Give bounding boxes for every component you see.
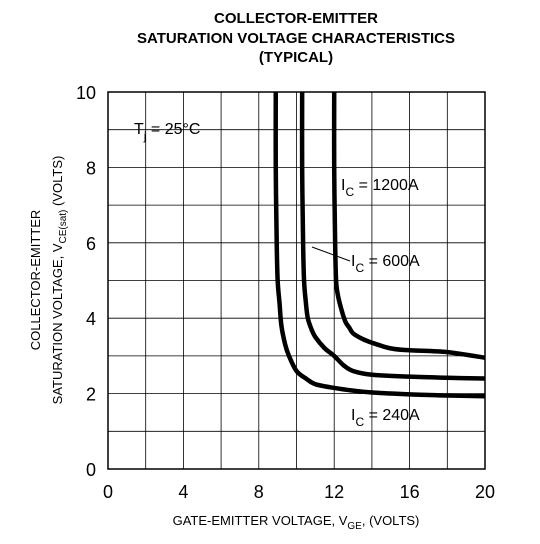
chart-title-line-1: COLLECTOR-EMITTER xyxy=(214,10,378,27)
y-axis-label-line-2: SATURATION VOLTAGE, VCE(sat) (VOLTS) xyxy=(50,156,69,405)
series-label-240a: IC = 240A xyxy=(351,407,420,429)
x-tick-label: 4 xyxy=(178,482,188,502)
series-line-600a xyxy=(299,91,486,381)
y-axis-label-line-1: COLLECTOR-EMITTER xyxy=(28,210,43,351)
series-label-240a-main: I xyxy=(351,407,355,424)
x-axis-label-suffix: , (VOLTS) xyxy=(362,513,420,528)
tj-rest: = 25°C xyxy=(146,121,200,138)
series-label-600a-main: I xyxy=(351,253,355,270)
y-tick-label: 0 xyxy=(86,460,96,480)
x-tick-label: 20 xyxy=(475,482,495,502)
x-axis-label-sub: GE xyxy=(347,521,362,532)
x-tick-label: 12 xyxy=(324,482,344,502)
y-axis-label-line-2-sub: CE(sat) xyxy=(58,210,69,244)
x-tick-label: 0 xyxy=(103,482,113,502)
series-lines xyxy=(273,91,486,399)
y-tick-label: 10 xyxy=(76,83,96,103)
y-axis-label-line-2-main: SATURATION VOLTAGE, V xyxy=(50,243,65,404)
x-axis-label-main: GATE-EMITTER VOLTAGE, V xyxy=(173,513,348,528)
series-label-240a-sub: C xyxy=(355,415,364,429)
tj-annotation: Tj = 25°C xyxy=(134,121,200,143)
series-label-240a-rest: = 240A xyxy=(364,407,420,424)
x-axis-label: GATE-EMITTER VOLTAGE, VGE, (VOLTS) xyxy=(173,513,420,532)
grid xyxy=(107,91,486,470)
series-label-600a: IC = 600A xyxy=(351,253,420,275)
y-axis-label-line-2-suffix: (VOLTS) xyxy=(50,156,65,210)
leader-line-600a xyxy=(311,246,351,262)
series-label-1200a-rest: = 1200A xyxy=(354,177,419,194)
x-tick-label: 8 xyxy=(254,482,264,502)
chart-title-line-3: (TYPICAL) xyxy=(259,49,333,66)
series-line-240a xyxy=(273,91,486,399)
x-tick-label: 16 xyxy=(400,482,420,502)
series-label-1200a-main: I xyxy=(341,177,345,194)
chart-title-line-2: SATURATION VOLTAGE CHARACTERISTICS xyxy=(137,30,455,47)
series-label-600a-rest: = 600A xyxy=(364,253,420,270)
y-tick-label: 4 xyxy=(86,309,96,329)
series-label-600a-sub: C xyxy=(355,261,364,275)
y-tick-label: 6 xyxy=(86,234,96,254)
plot-frame xyxy=(107,91,486,470)
tick-labels: 0 4 8 12 16 20 0 2 4 6 8 10 xyxy=(76,83,495,502)
y-tick-label: 8 xyxy=(86,158,96,178)
series-label-1200a: IC = 1200A xyxy=(341,177,419,199)
series-line-1200a xyxy=(331,91,486,361)
series-label-1200a-sub: C xyxy=(345,185,354,199)
tj-main: T xyxy=(134,121,144,138)
y-tick-label: 2 xyxy=(86,385,96,405)
tj-sub: j xyxy=(143,129,147,143)
